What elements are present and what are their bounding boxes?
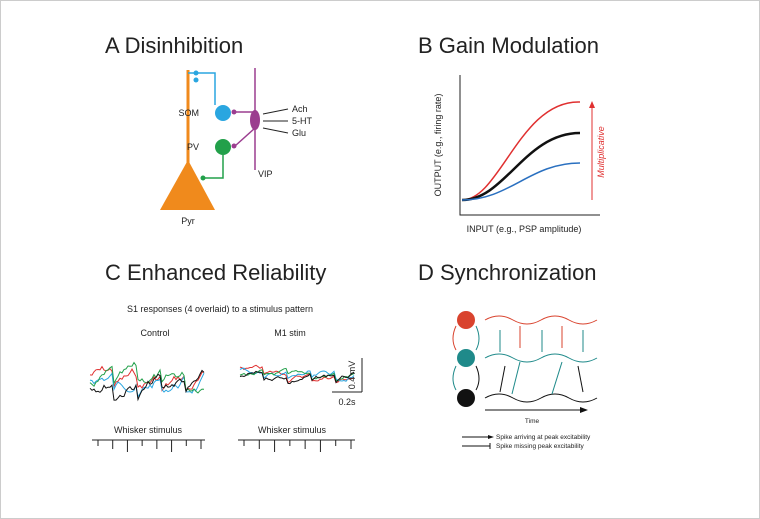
scale-label: 0.4 mV (347, 361, 357, 390)
stimulus-label: Whisker stimulus (114, 425, 183, 435)
panel-title: B Gain Modulation (418, 33, 599, 58)
label: SOM (178, 108, 199, 118)
condition-label: M1 stim (274, 328, 306, 338)
label: Glu (292, 128, 306, 138)
axis-label: OUTPUT (e.g., firing rate) (433, 94, 443, 197)
panel-title: A Disinhibition (105, 33, 243, 58)
stimulus-label: Whisker stimulus (258, 425, 327, 435)
condition-label: Control (140, 328, 169, 338)
label: VIP (258, 169, 273, 179)
panel-title: D Synchronization (418, 260, 597, 285)
annotation: Multiplicative (596, 126, 606, 178)
legend-entry: Spike arriving at peak excitability (496, 434, 591, 441)
subtitle: S1 responses (4 overlaid) to a stimulus … (127, 304, 313, 314)
label: Ach (292, 104, 308, 114)
label: 5-HT (292, 116, 313, 126)
axis-label: Time (525, 418, 540, 425)
label: PV (187, 142, 199, 152)
axis-label: INPUT (e.g., PSP amplitude) (467, 224, 582, 234)
figure: A Disinhibition SOM PV VIP Pyr Ach 5-HT … (0, 0, 760, 519)
legend-entry: Spike missing peak excitability (496, 443, 585, 450)
scale-label: 0.2s (338, 397, 356, 407)
label: Pyr (181, 216, 195, 226)
panel-title: C Enhanced Reliability (105, 260, 326, 285)
